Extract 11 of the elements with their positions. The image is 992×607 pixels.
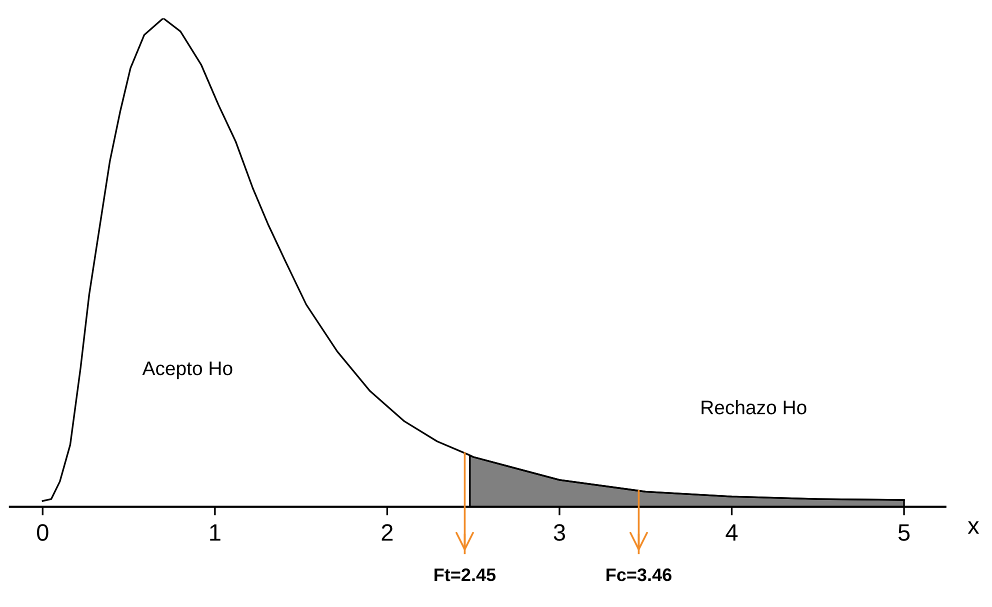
ref-line-label: Fc=3.46	[606, 568, 672, 582]
x-tick-label: 4	[726, 524, 738, 541]
annotation: Acepto Ho	[142, 362, 232, 380]
x-tick-label: 1	[210, 524, 220, 541]
x-tick-label: 3	[554, 524, 566, 541]
x-tick-label: 0	[37, 524, 48, 541]
annotation: Rechazo Ho	[702, 400, 806, 414]
x-tick-label: 2	[382, 524, 393, 541]
x-axis-title: x	[968, 521, 980, 534]
ref-line-label: Ft=2.45	[434, 568, 496, 582]
x-tick-label: 5	[898, 524, 910, 541]
